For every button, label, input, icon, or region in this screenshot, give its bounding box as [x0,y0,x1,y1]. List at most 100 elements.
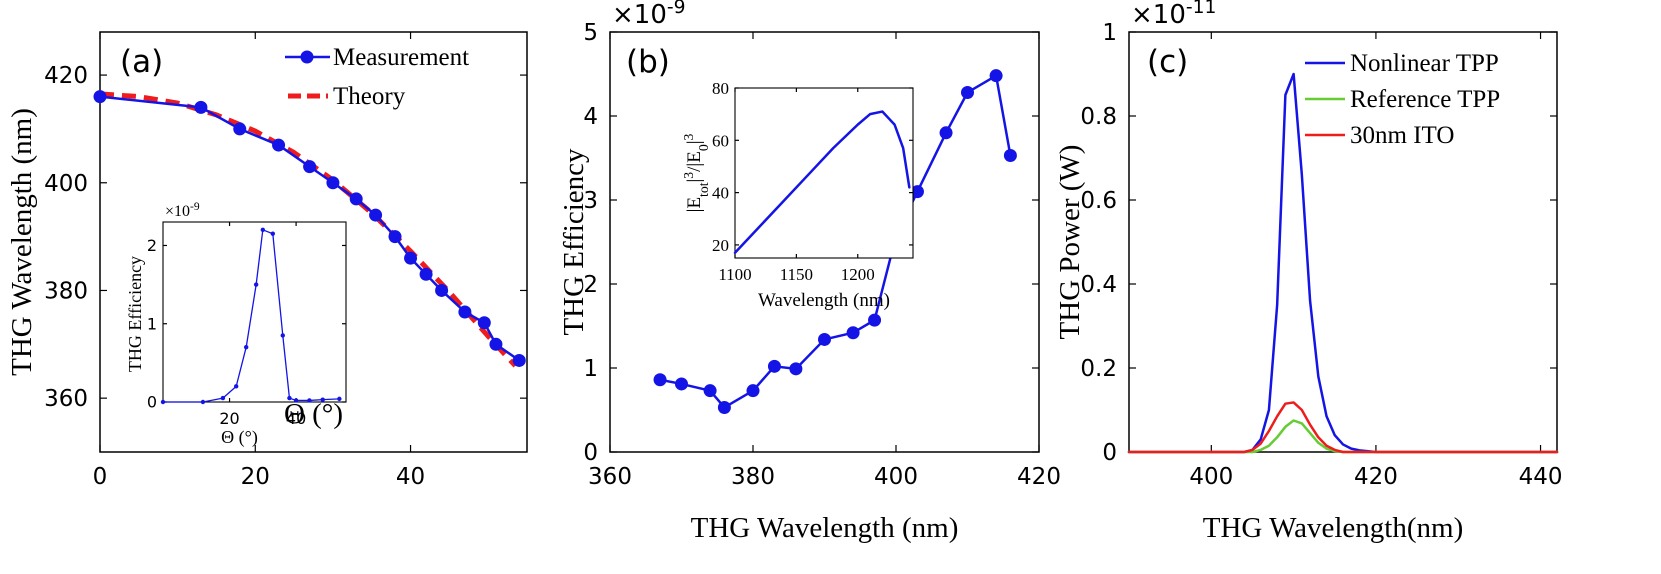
label-part: -11 [1186,0,1217,18]
x-tick-label: 420 [1354,464,1398,490]
legend-label: 30nm ITO [1350,122,1454,149]
y-tick-label: 380 [44,279,88,305]
x-tick-label: 20 [219,409,239,428]
data-point [349,192,363,206]
data-point [746,384,760,398]
y-tick-label: 60 [712,131,729,150]
legend-label: Nonlinear TPP [1350,50,1499,77]
exponent-label: ×10-9 [612,0,686,30]
x-tick-label: 400 [874,464,918,490]
y-tick-label: 1 [1102,20,1117,46]
data-point [234,384,239,389]
data-point [989,69,1003,83]
data-point [233,122,247,136]
axes-frame [99,31,528,453]
inset-exponent: ×10-9 [165,201,200,220]
y-tick-label: 4 [583,104,598,130]
panel-c: 400 420 440 0 0.2 0.4 0.6 0.8 1 (c) ×10-11 Nonlinea… [1054,0,1562,544]
y-tick-label: 20 [712,236,729,255]
data-point [337,396,342,402]
y-tick-label: 80 [712,79,729,98]
legend: Measurement Theory [285,44,469,110]
data-point [789,362,803,376]
data-point [280,333,285,338]
panel-label: (c) [1147,44,1188,80]
x-tick-label: 440 [1519,464,1563,490]
label-part: 3 [681,133,696,140]
data-point [303,160,317,174]
series-line-measurement [98,95,521,362]
y-tick-label: 40 [712,184,729,203]
panel-label: (a) [120,44,163,80]
y-axis-label: THG Wavelength (nm) [6,108,38,376]
data-point [910,185,924,199]
y-tick-label: 0 [1102,440,1117,466]
data-point [675,377,688,391]
y-tick-label: 0 [147,393,157,412]
inset-x-axis-label: Θ (°) [221,427,258,448]
series-line-reference-tpp [1127,419,1559,454]
inset-background [163,222,346,402]
y-tick-label: 0.2 [1080,356,1117,382]
data-point [939,126,953,140]
x-axis-label: THG Wavelength(nm) [1203,512,1463,544]
label-part: ×10 [1131,0,1186,30]
label-part: tot [696,182,711,197]
y-tick-label: 360 [44,386,88,412]
data-point [93,90,107,104]
data-point [404,251,418,265]
x-tick-label: 1200 [841,265,875,284]
panel-label: (b) [626,44,670,80]
y-axis-label: THG Power (W) [1054,145,1086,340]
data-point [653,373,667,387]
data-point [961,85,974,99]
legend-marker-measurement [300,50,314,64]
legend-label: Reference TPP [1350,86,1500,113]
data-point [369,208,383,222]
data-point [160,399,166,405]
y-tick-label: 0 [583,440,598,466]
data-point [260,227,266,233]
data-point [717,400,731,414]
x-tick-label: 20 [241,464,270,490]
y-tick-label: 3 [583,188,598,214]
data-point [419,267,433,281]
data-point [293,398,299,403]
y-tick-label: 2 [147,236,157,255]
data-point [818,332,831,346]
y-axis-label: THG Efficiency [558,148,590,336]
label-part: 3 [681,172,696,179]
data-point [512,353,526,367]
label-part: -9 [190,201,200,213]
series-line-nonlinear-tpp [1127,72,1559,454]
inset-background [735,88,913,258]
series-line-thg-efficiency [162,229,341,403]
x-tick-label: 0 [93,464,108,490]
legend-label-theory: Theory [333,83,406,110]
data-point [326,176,340,190]
label-part: |E [684,197,705,212]
data-point [307,398,312,403]
data-point [272,138,286,152]
axes-frame [734,87,914,259]
y-tick-label: 5 [583,20,598,46]
data-point [287,395,292,401]
label-part: | [684,140,705,144]
data-point [220,395,226,401]
x-tick-label: 40 [396,464,425,490]
y-tick-label: 400 [44,171,88,197]
data-point [388,230,402,244]
y-tick-label: 1 [583,356,598,382]
data-point [1003,148,1017,162]
data-point [320,397,325,402]
inset-x-axis-label: Wavelength (nm) [758,290,890,311]
exponent-label: ×10-11 [1131,0,1216,30]
data-point [477,316,491,330]
y-tick-label: 0.6 [1080,188,1117,214]
data-point [489,337,503,351]
data-point [703,384,717,398]
x-tick-label: 380 [731,464,775,490]
inset-y-axis-label: THG Efficiency [125,256,145,372]
